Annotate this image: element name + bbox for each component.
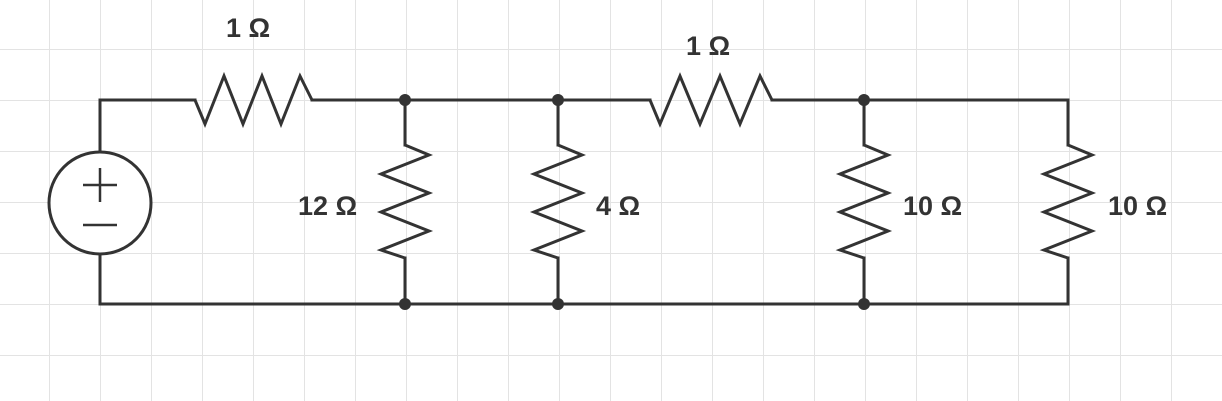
resistor-r5	[835, 143, 893, 260]
resistor-r6	[1039, 143, 1097, 260]
junction-top-1	[399, 94, 411, 106]
resistor-r4	[648, 72, 774, 128]
resistor-r2-label: 12 Ω	[298, 191, 358, 221]
resistor-r5-label: 10 Ω	[903, 191, 963, 221]
junction-top-3	[858, 94, 870, 106]
resistor-r3-label: 4 Ω	[596, 191, 641, 221]
wire-top-mid-right	[770, 98, 1070, 147]
resistor-r6-label: 10 Ω	[1108, 191, 1168, 221]
junction-bottom-3	[858, 298, 870, 310]
junction-top-2	[552, 94, 564, 106]
plus-sign-icon	[83, 168, 117, 202]
junction-bottom-1	[399, 298, 411, 310]
resistor-r4-label: 1 Ω	[686, 31, 731, 61]
resistor-r1-label: 1 Ω	[226, 13, 271, 43]
resistor-r1	[193, 71, 314, 129]
resistor-r2	[376, 143, 434, 260]
junction-bottom-2	[552, 298, 564, 310]
voltage-source	[47, 150, 153, 256]
resistor-r3	[529, 143, 587, 260]
